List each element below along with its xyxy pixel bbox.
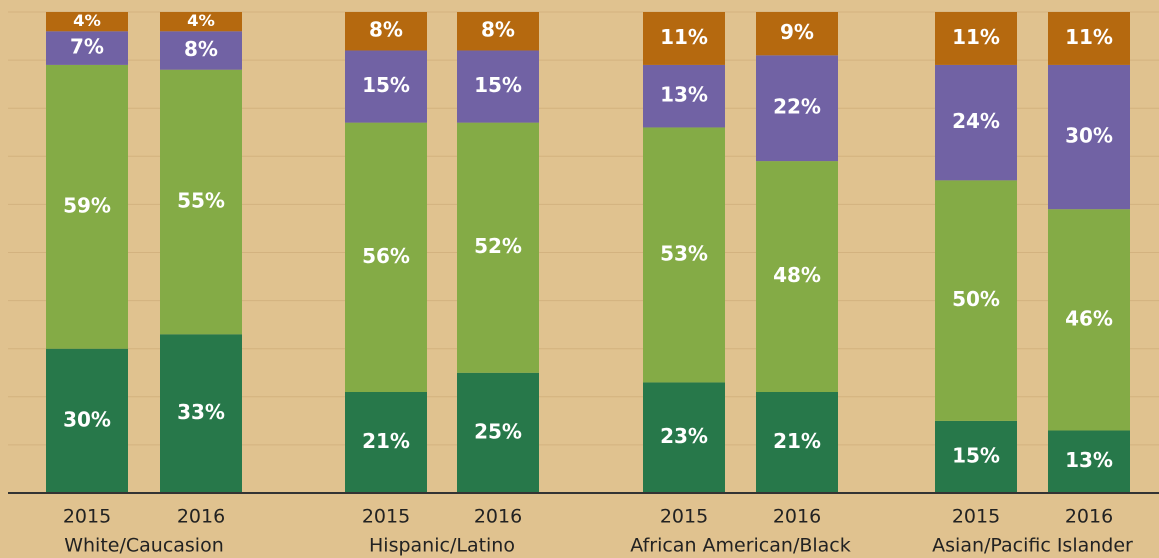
bar-segment bbox=[935, 180, 1017, 421]
bar-segment bbox=[46, 12, 128, 32]
bar-segment bbox=[46, 31, 128, 65]
value-label: 13% bbox=[1065, 448, 1113, 472]
value-label: 11% bbox=[1065, 25, 1113, 49]
bar-segment bbox=[756, 391, 838, 493]
bar-segment bbox=[1048, 64, 1130, 210]
group-label: African American/Black bbox=[630, 535, 851, 557]
bar-segment bbox=[935, 420, 1017, 493]
value-label: 52% bbox=[474, 234, 522, 258]
value-label: 13% bbox=[660, 83, 708, 107]
bar-segment bbox=[935, 12, 1017, 65]
value-label: 8% bbox=[369, 18, 403, 42]
bar-segment bbox=[457, 12, 539, 51]
value-label: 8% bbox=[481, 18, 515, 42]
bar-segment bbox=[643, 64, 725, 128]
bar-segment bbox=[1048, 12, 1130, 65]
value-label: 7% bbox=[70, 35, 104, 59]
value-label: 46% bbox=[1065, 306, 1113, 330]
bar-segment bbox=[345, 12, 427, 51]
bar-segment bbox=[345, 391, 427, 493]
value-label: 4% bbox=[187, 11, 215, 30]
value-label: 11% bbox=[952, 25, 1000, 49]
value-label: 15% bbox=[362, 73, 410, 97]
value-label: 30% bbox=[1065, 124, 1113, 148]
value-label: 53% bbox=[660, 241, 708, 265]
value-label: 15% bbox=[474, 73, 522, 97]
value-label: 30% bbox=[63, 407, 111, 431]
value-label: 33% bbox=[177, 400, 225, 424]
value-label: 22% bbox=[773, 95, 821, 119]
bar-segment bbox=[345, 122, 427, 392]
year-label: 2015 bbox=[362, 506, 410, 528]
value-label: 11% bbox=[660, 25, 708, 49]
value-label: 8% bbox=[184, 37, 218, 61]
bar-segment bbox=[1048, 209, 1130, 431]
bar-segment bbox=[345, 50, 427, 123]
bar-segment bbox=[160, 334, 242, 493]
value-label: 9% bbox=[780, 20, 814, 44]
bar-segment bbox=[756, 161, 838, 392]
bar-segment bbox=[643, 127, 725, 383]
value-label: 15% bbox=[952, 443, 1000, 467]
bar-segment bbox=[46, 64, 128, 349]
bar-segment bbox=[457, 372, 539, 493]
value-label: 25% bbox=[474, 419, 522, 443]
year-label: 2016 bbox=[474, 506, 522, 528]
year-label: 2015 bbox=[660, 506, 708, 528]
value-label: 56% bbox=[362, 244, 410, 268]
year-label: 2015 bbox=[952, 506, 1000, 528]
value-label: 4% bbox=[73, 11, 101, 30]
bar-segment bbox=[46, 348, 128, 493]
value-label: 21% bbox=[773, 429, 821, 453]
year-label: 2015 bbox=[63, 506, 111, 528]
bar-segment bbox=[643, 12, 725, 65]
bar-segment bbox=[160, 69, 242, 335]
value-label: 24% bbox=[952, 109, 1000, 133]
year-label: 2016 bbox=[1065, 506, 1113, 528]
bar-segment bbox=[160, 12, 242, 32]
year-label: 2016 bbox=[177, 506, 225, 528]
group-label: Hispanic/Latino bbox=[369, 535, 515, 557]
value-label: 55% bbox=[177, 188, 225, 212]
group-label: Asian/Pacific Islander bbox=[932, 535, 1133, 557]
group-label: White/Caucasion bbox=[64, 535, 224, 557]
year-label: 2016 bbox=[773, 506, 821, 528]
value-label: 59% bbox=[63, 193, 111, 217]
value-label: 48% bbox=[773, 263, 821, 287]
bar-segment bbox=[756, 12, 838, 56]
bar-segment bbox=[160, 31, 242, 70]
bar-segment bbox=[756, 55, 838, 162]
bar-segment bbox=[1048, 430, 1130, 493]
value-label: 50% bbox=[952, 287, 1000, 311]
bar-segment bbox=[643, 382, 725, 493]
bar-segment bbox=[457, 122, 539, 373]
value-label: 23% bbox=[660, 424, 708, 448]
bar-segment bbox=[935, 64, 1017, 181]
value-label: 21% bbox=[362, 429, 410, 453]
bar-segment bbox=[457, 50, 539, 123]
